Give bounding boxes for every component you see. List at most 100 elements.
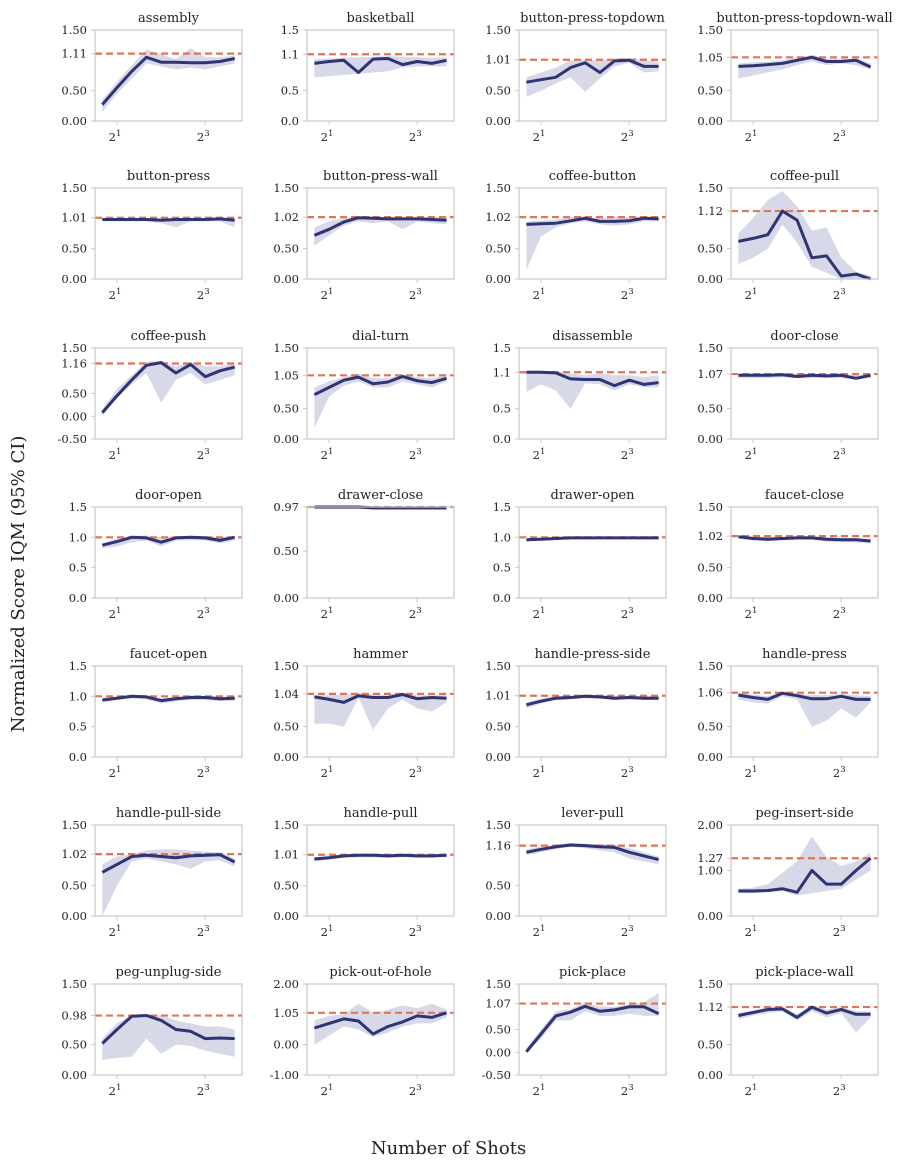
y-tick-label: 1.50 [273,341,299,355]
y-tick-label: 0.5 [69,561,87,575]
x-tick-label: 23 [197,765,210,780]
y-tick-label: 1.07 [485,997,511,1011]
mean-line [738,1005,871,1019]
axes-frame [94,983,243,1076]
x-tick-label: 21 [109,447,122,462]
x-tick-label: 21 [745,129,758,144]
y-tick-label: 0.00 [485,750,511,764]
x-tick-label: 21 [321,924,334,939]
y-tick-label: 0.0 [493,432,511,446]
subplot-title: drawer-close [338,488,424,503]
y-tick-label: 0.5 [69,720,87,734]
axes-frame [306,347,455,440]
x-tick-label: 21 [533,447,546,462]
x-tick-label: 21 [745,1083,758,1098]
subplot: peg-unplug-side 0.00 0.50 0.98 1.50 21 23 [61,965,243,1098]
subplot: faucet-close 0.00 0.50 1.02 1.50 21 23 [697,488,879,621]
y-tick-label: 0.00 [61,409,87,423]
y-tick-label: 0.50 [61,387,87,401]
subplot-title: handle-press-side [535,647,651,662]
y-tick-label: 0.0 [493,591,511,605]
y-tick-label: 1.50 [485,659,511,673]
y-tick-label: 1.05 [273,1006,299,1020]
y-tick-label: -1.00 [270,1068,300,1082]
mean-line [738,209,872,281]
subplot-title: handle-press [762,647,847,662]
y-tick-label: 0.50 [485,720,511,734]
x-tick-label: 23 [833,447,846,462]
y-tick-label: 1.0 [493,530,511,544]
mean-line [313,1011,448,1036]
axes-frame [730,506,879,599]
subplot: door-open 0.0 0.5 1.0 1.5 21 23 [69,488,243,621]
subplot: handle-pull 0.00 0.50 1.01 1.50 21 23 [273,806,455,939]
y-tick-label: 1.50 [485,181,511,195]
ci-band [738,691,871,727]
y-tick-label: -0.50 [58,432,88,446]
y-tick-label: 2.00 [697,818,723,832]
subplot: button-press 0.00 0.50 1.01 1.50 21 23 [61,169,243,302]
y-tick-label: 1.12 [697,1000,723,1014]
y-tick-label: 0.00 [485,1045,511,1059]
mean-line [101,55,235,106]
subplot: coffee-button 0.00 0.50 1.02 1.50 21 23 [485,169,667,302]
y-tick-label: 0.50 [61,84,87,98]
x-tick-label: 23 [409,1083,422,1098]
x-tick-label: 23 [833,287,846,302]
axes-frame [306,29,455,122]
subplot-title: peg-insert-side [755,806,854,821]
y-tick-label: 1.1 [493,365,511,379]
axes-frame [94,824,243,917]
y-tick-label: 0.00 [61,114,87,128]
y-tick-label: -0.50 [482,1068,512,1082]
y-tick-label: 0.00 [273,750,299,764]
ci-band [526,57,659,97]
y-tick-label: 1.50 [61,818,87,832]
y-tick-label: 1.02 [485,210,511,224]
x-tick-label: 21 [745,606,758,621]
x-tick-label: 21 [745,287,758,302]
subplot-title: drawer-open [551,488,636,503]
x-tick-label: 23 [409,287,422,302]
mean-line [314,693,447,704]
x-axis-label: Number of Shots [370,1138,527,1159]
subplot-title: faucet-close [765,488,844,503]
mean-line [738,691,871,701]
mean-line [526,694,659,707]
axes-frame [94,506,243,599]
subplot-title: coffee-button [549,169,637,184]
x-tick-label: 23 [409,129,422,144]
y-tick-label: 1.16 [61,356,87,370]
x-tick-label: 23 [621,924,634,939]
subplot-title: handle-pull [343,806,417,821]
y-tick-label: 1.01 [485,689,511,703]
x-tick-label: 21 [109,924,122,939]
y-tick-label: 1.02 [697,529,723,543]
x-tick-label: 23 [197,606,210,621]
y-tick-label: 0.50 [273,879,299,893]
y-tick-label: 1.50 [697,500,723,514]
axes-frame [730,665,879,758]
subplot-title: peg-unplug-side [116,965,222,980]
y-tick-label: 1.50 [697,23,723,37]
subplot: basketball 0.0 0.5 1.1 1.5 21 23 [281,11,455,144]
y-tick-label: 0.00 [485,909,511,923]
mean-line [738,55,872,69]
y-tick-label: 1.50 [697,181,723,195]
y-tick-label: 1.50 [697,977,723,991]
mean-line [101,1014,235,1045]
x-tick-label: 21 [533,924,546,939]
y-tick-label: 1.50 [485,818,511,832]
mean-line [313,216,447,237]
subplot-title: door-open [135,488,202,503]
mean-line [526,216,659,226]
mean-line [314,853,447,861]
x-tick-label: 21 [321,765,334,780]
x-tick-label: 21 [745,765,758,780]
subplot-title: basketball [347,11,415,26]
y-tick-label: 1.50 [61,23,87,37]
x-tick-label: 23 [621,287,634,302]
ci-band [526,993,659,1053]
